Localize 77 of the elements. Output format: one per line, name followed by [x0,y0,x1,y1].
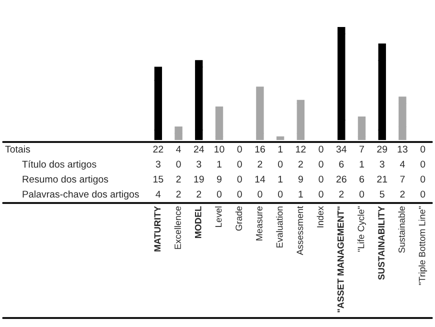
x-tick-label: SUSTAINABILITY [378,206,385,280]
total-label: 10 [214,146,224,153]
data-label: 6 [360,176,364,183]
total-label: 34 [336,146,347,153]
data-label: 0 [278,160,283,168]
text: Título dos artigos [22,160,96,170]
x-tick-label: "ASSET MANAGEMENT" [337,206,344,312]
data-label: 0 [216,190,222,198]
data-label: 9 [298,176,303,183]
total-label: 1 [278,146,283,153]
data-label: 0 [237,190,242,198]
data-label: 0 [176,160,181,168]
data-label: 0 [237,176,242,183]
data-label: 2 [298,160,303,168]
data-label: 2 [176,190,181,198]
x-tick-label: Measure [256,206,262,240]
bar [276,136,284,140]
data-label: 1 [298,190,303,198]
data-label: 21 [377,176,388,183]
x-tick-label: Assessment [296,206,304,256]
data-label: 6 [339,160,344,168]
data-label: 0 [318,160,324,168]
x-tick-label: Level [215,206,222,227]
data-label: 14 [255,176,266,183]
bar [358,116,366,137]
data-label: 2 [176,176,181,183]
data-label: 0 [420,160,426,168]
data-label: 3 [380,160,384,168]
data-label: 1 [278,176,283,183]
total-label: 0 [318,146,324,153]
data-label: 1 [360,160,364,168]
x-tick-label: "Life Cycle" [358,206,366,252]
total-label: 16 [255,146,265,153]
x-tick-label: Grade [235,206,242,231]
x-tick-label: Excellence [174,206,181,249]
data-label: 2 [196,190,202,198]
data-label: 0 [359,190,364,198]
x-tick-label: Index [316,206,324,228]
x-tick-label: MODEL [194,206,202,238]
total-label: 22 [153,146,164,153]
total-label: 12 [296,146,306,153]
data-label: 0 [420,176,426,183]
data-label: 0 [278,190,283,198]
total-label: 4 [176,146,181,153]
data-label: 26 [336,176,346,183]
data-label: 19 [194,176,204,183]
text: Totais [5,145,30,153]
x-tick-label: Evaluation [276,206,283,248]
data-label: 2 [339,190,344,198]
text: Palavras-chave dos artigos [22,190,139,200]
data-label: 2 [400,190,405,198]
data-label: 0 [318,176,324,183]
data-label: 1 [217,160,222,168]
total-label: 24 [194,146,204,153]
data-label: 2 [258,160,262,168]
total-label: 0 [237,146,242,153]
data-label: 0 [258,190,262,198]
x-tick-label: "Triple Bottom Line" [418,206,428,285]
text: Resumo dos artigos [22,175,108,185]
data-label: 3 [196,160,202,168]
data-label: 9 [217,176,222,183]
total-label: 13 [398,146,408,153]
total-label: 29 [377,146,388,153]
data-label: 4 [400,160,405,168]
data-label: 0 [318,190,324,198]
x-tick-label: Sustainable [398,206,405,253]
data-label: 0 [420,190,426,198]
total-label: 7 [360,146,364,153]
data-label: 15 [154,176,164,183]
data-label: 0 [237,160,242,168]
total-label: 0 [420,146,426,153]
x-tick-label: MATURITY [154,206,161,252]
data-label: 5 [380,190,384,198]
data-label: 3 [156,160,160,168]
data-label: 4 [156,190,161,198]
data-label: 7 [400,176,405,183]
bar [215,106,224,137]
